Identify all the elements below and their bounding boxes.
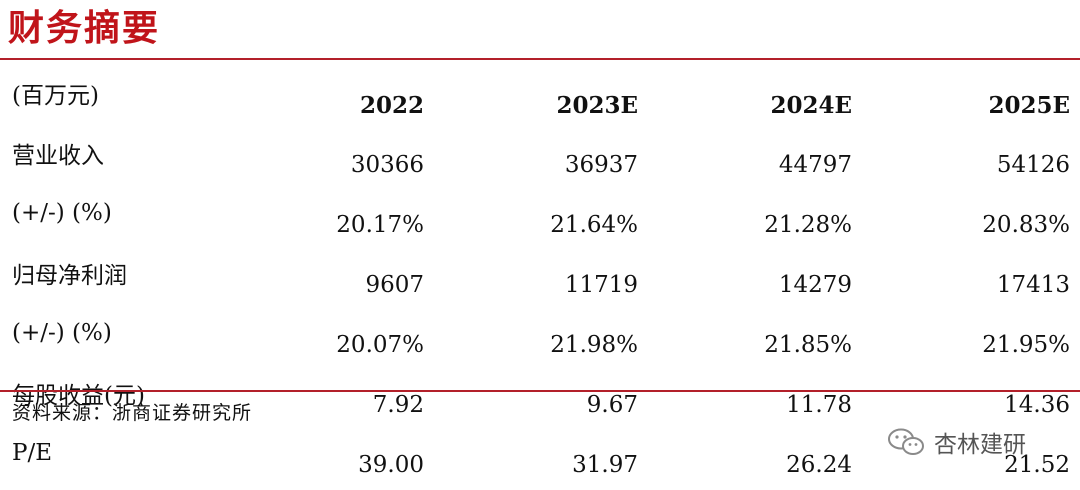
row-label: 每股收益(元) — [12, 383, 145, 409]
table-cell: 7.92 — [372, 392, 424, 418]
table-cell: 30366 — [350, 152, 424, 178]
table-cell: 21.64% — [550, 212, 638, 238]
row-label: (+/-) (%) — [12, 320, 112, 346]
table-row: (+/-) (%) 20.07% 21.98% 21.85% 21.95% — [0, 308, 1076, 368]
table-cell: 31.97 — [572, 452, 638, 478]
table-cell: 54126 — [996, 152, 1070, 178]
table-cell: 21.28% — [764, 212, 852, 238]
table-cell: 9.67 — [586, 392, 638, 418]
table-cell: 44797 — [778, 152, 852, 178]
watermark-text: 杏林建研 — [934, 432, 1026, 458]
table-cell: 21.85% — [764, 332, 852, 358]
table-cell: 17413 — [996, 272, 1070, 298]
table-row: 归母净利润 9607 11719 14279 17413 — [0, 248, 1076, 308]
table-row: P/E 39.00 31.97 26.24 21.52 — [0, 428, 1076, 488]
table-cell: 20.83% — [982, 212, 1070, 238]
table-bottom-divider — [0, 390, 1080, 392]
table-cell: 14.36 — [1004, 392, 1070, 418]
table-cell: 9607 — [365, 272, 424, 298]
table-cell: 20.17% — [336, 212, 424, 238]
header-year-2023e: 2023E — [556, 91, 638, 119]
table-row: 营业收入 30366 36937 44797 54126 — [0, 128, 1076, 188]
header-year-2025e: 2025E — [988, 91, 1070, 119]
title-divider — [0, 58, 1080, 60]
table-cell: 21.98% — [550, 332, 638, 358]
table-row: 每股收益(元) 7.92 9.67 11.78 14.36 — [0, 368, 1076, 428]
table-cell: 36937 — [564, 152, 638, 178]
table-cell: 21.95% — [982, 332, 1070, 358]
row-label: 营业收入 — [12, 143, 104, 169]
table-cell: 21.52 — [1004, 452, 1070, 478]
header-year-2024e: 2024E — [770, 91, 852, 119]
table-header-row: (百万元) 2022 2023E 2024E 2025E — [0, 68, 1076, 128]
watermark: 杏林建研 — [886, 424, 1026, 460]
table-cell: 11.78 — [786, 392, 852, 418]
header-unit: (百万元) — [12, 83, 99, 109]
row-label: 归母净利润 — [12, 263, 127, 289]
financial-summary-table: (百万元) 2022 2023E 2024E 2025E 营业收入 30366 … — [0, 68, 1076, 488]
row-label: P/E — [12, 440, 53, 466]
table-row: (+/-) (%) 20.17% 21.64% 21.28% 20.83% — [0, 188, 1076, 248]
table-cell: 11719 — [564, 272, 638, 298]
table-cell: 39.00 — [358, 452, 424, 478]
source-note: 资料来源：浙商证券研究所 — [12, 402, 253, 424]
header-year-2022: 2022 — [359, 91, 424, 119]
table-cell: 26.24 — [786, 452, 852, 478]
row-label: (+/-) (%) — [12, 200, 112, 226]
page-title: 财务摘要 — [8, 7, 161, 49]
table-cell: 14279 — [778, 272, 852, 298]
wechat-icon — [888, 428, 924, 455]
table-cell: 20.07% — [336, 332, 424, 358]
